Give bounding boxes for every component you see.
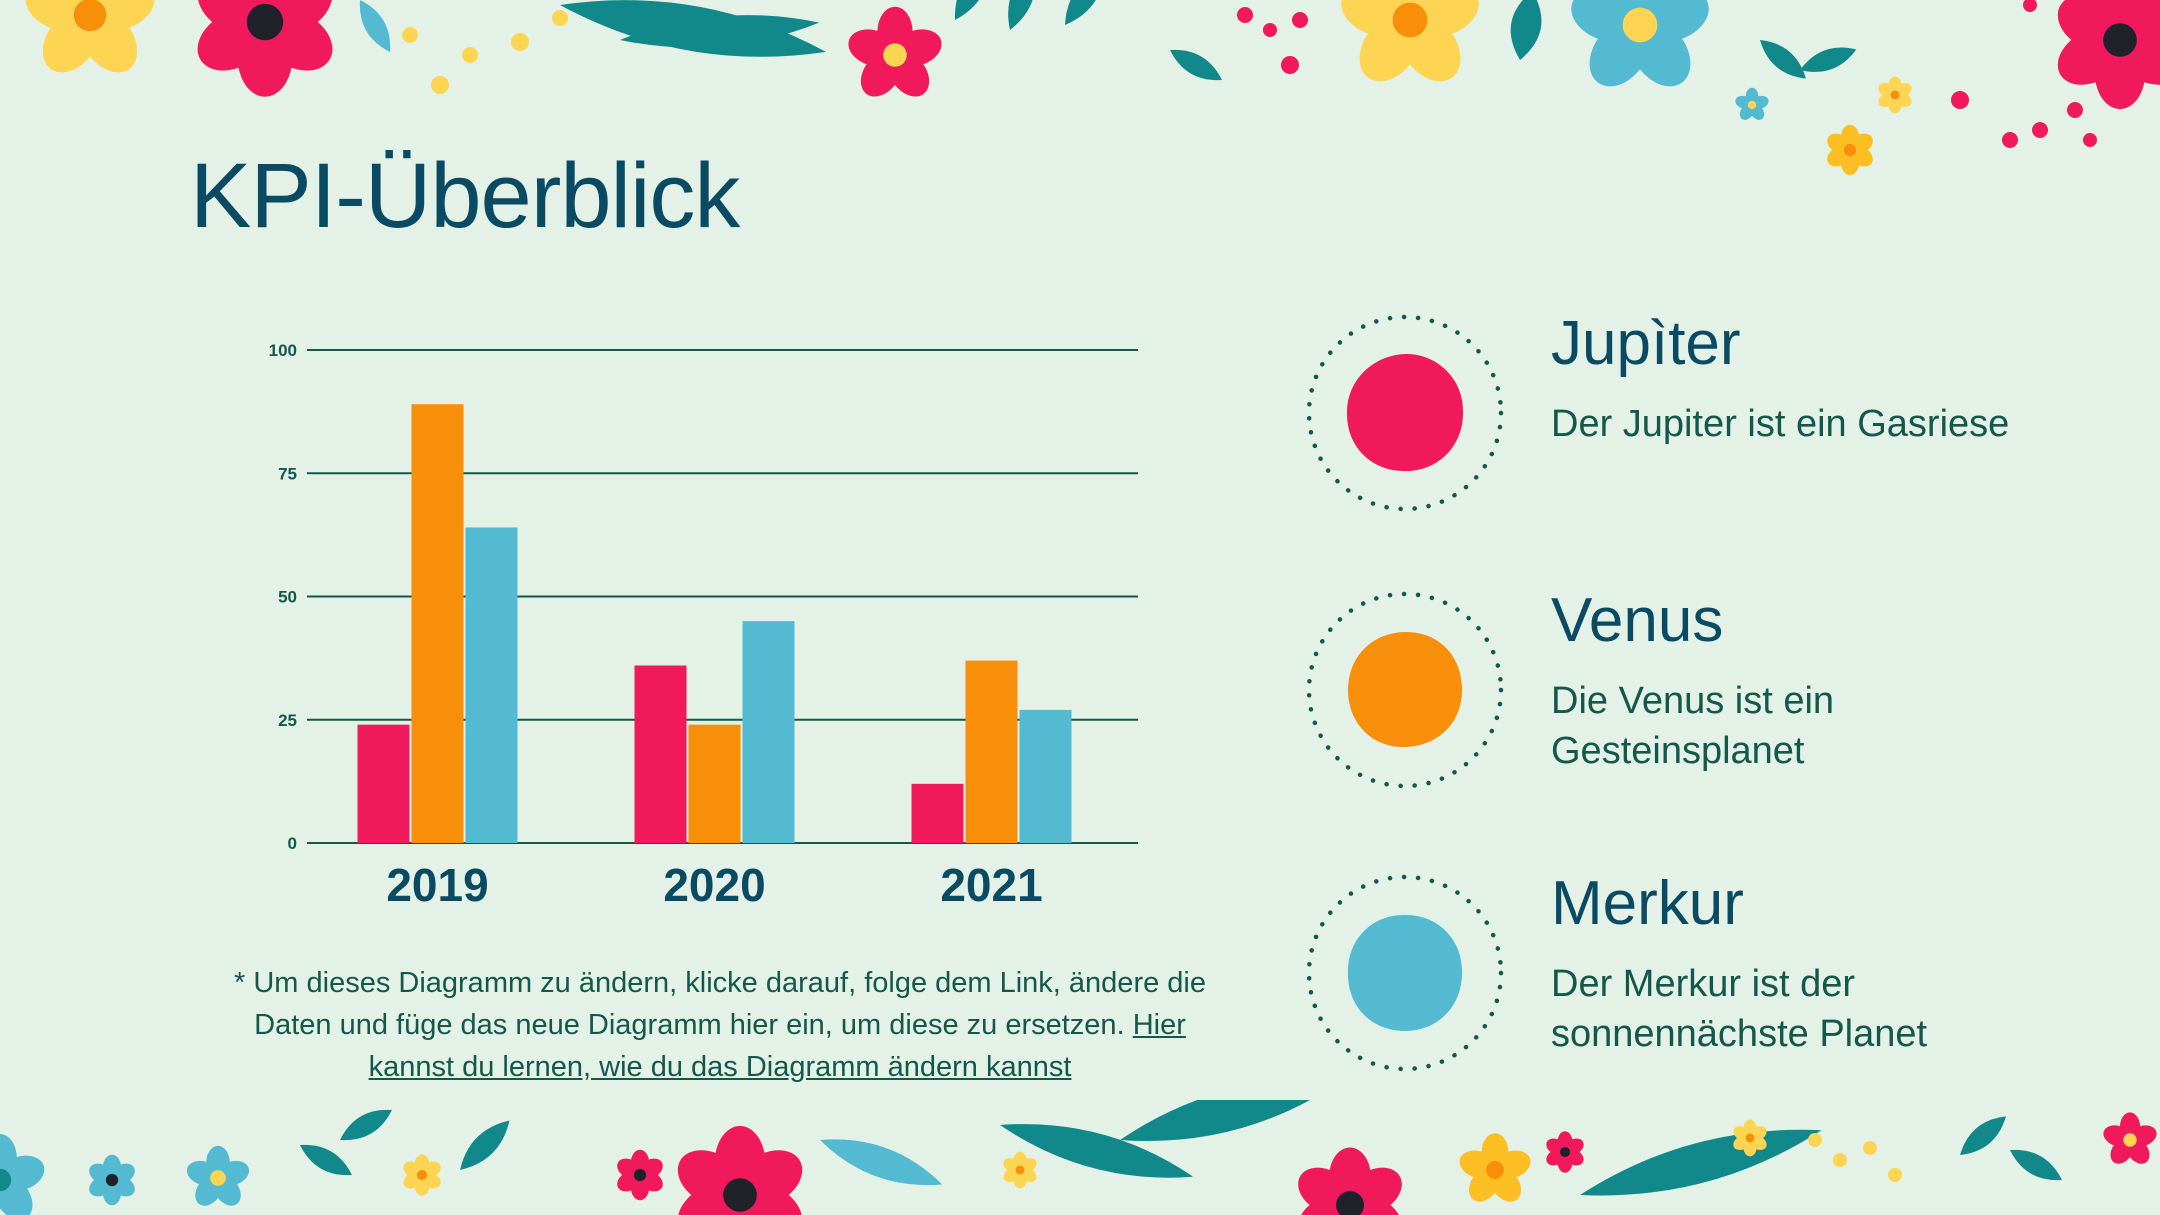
- x-category-label: 2021: [940, 859, 1042, 911]
- y-tick-label: 75: [278, 464, 297, 483]
- leaf-icon: [1760, 40, 1806, 79]
- berry-sprig-icon: [1808, 1133, 1902, 1182]
- flower-blue-small-icon: [1735, 87, 1769, 120]
- bar-2020-series-2: [688, 724, 741, 843]
- flower-yellow-small-icon: [1878, 76, 1912, 114]
- flower-yellow-small-icon: [1003, 1151, 1037, 1189]
- y-tick-label: 25: [278, 711, 297, 730]
- leaf-icon: [359, 0, 391, 52]
- kpi-bar-chart[interactable]: 0 25 50 75 100 2019 2020 2021: [240, 320, 1160, 930]
- planet-description-venus: Die Venus ist ein Gesteinsplanet: [1551, 680, 1835, 772]
- bar-2021-series-3: [1019, 709, 1072, 843]
- leaf-icon: [340, 1109, 392, 1141]
- chart-help-link[interactable]: Hier kannst du lernen, wie du das Diagra…: [368, 1009, 1186, 1083]
- leaf-icon: [1008, 0, 1036, 30]
- bar-2021-series-1: [911, 783, 964, 843]
- planet-name-merkur: Merkur: [1551, 869, 1744, 938]
- leaf-icon: [460, 1120, 510, 1170]
- chart-note: * Um dieses Diagramm zu ändern, klicke d…: [220, 962, 1220, 1088]
- bar-2021-series-2: [965, 660, 1018, 843]
- leaf-icon: [2010, 1149, 2062, 1181]
- leaf-icon: [1170, 49, 1222, 81]
- flower-blue-small-icon: [186, 1145, 250, 1206]
- flower-blue-icon: [0, 1134, 45, 1215]
- flower-pink-icon: [1298, 1147, 1402, 1215]
- planet-card-merkur: Merkur Der Merkur ist der sonnennächste …: [1305, 873, 2105, 1083]
- leaf-icon: [1960, 1116, 2006, 1155]
- leaf-icon: [1580, 1129, 1822, 1196]
- leaf-icon: [1065, 0, 1106, 25]
- berry-sprig-icon: [1237, 7, 1308, 74]
- flower-yellow-icon: [1341, 0, 1479, 82]
- leaf-icon: [1000, 1124, 1194, 1178]
- flower-pink-small-icon: [1546, 1131, 1584, 1173]
- planet-card-jupiter: Jupìter Der Jupiter ist ein Gasriese: [1305, 313, 2105, 523]
- flower-orange-icon: [1459, 1133, 1531, 1202]
- floral-border-bottom: [0, 1100, 2157, 1215]
- y-tick-label: 100: [269, 341, 297, 360]
- y-tick-label: 50: [278, 588, 297, 607]
- leaf-icon: [1120, 1100, 1343, 1142]
- flower-pink-small-icon: [848, 6, 942, 97]
- flower-pink-small-icon: [617, 1149, 663, 1201]
- leaf-icon: [954, 0, 991, 20]
- leaf-icon: [1510, 0, 1542, 60]
- planet-dot-merkur-icon: [1306, 874, 1504, 1072]
- bar-2019-series-2: [411, 404, 464, 843]
- flower-pink-icon: [197, 0, 333, 97]
- berry-sprig-icon: [402, 10, 568, 94]
- flower-yellow-small-icon: [1733, 1119, 1767, 1157]
- bar-2019-series-3: [465, 527, 518, 843]
- flower-pink-small-icon: [2103, 1112, 2157, 1164]
- slide-title: KPI-Überblick: [190, 145, 740, 247]
- bar-2019-series-1: [357, 724, 410, 843]
- x-category-label: 2020: [663, 859, 765, 911]
- leaf-icon: [820, 1139, 943, 1186]
- leaf-icon: [1800, 47, 1857, 72]
- planet-dot-venus-icon: [1306, 591, 1504, 789]
- planet-card-venus: Venus Die Venus ist ein Gesteinsplanet: [1305, 590, 2105, 800]
- flower-blue-small-icon: [89, 1154, 135, 1206]
- chart-note-text: * Um dieses Diagramm zu ändern, klicke d…: [234, 967, 1206, 1041]
- bar-2020-series-3: [742, 621, 795, 843]
- planet-dot-jupiter-icon: [1306, 314, 1504, 512]
- flower-orange-small-icon: [1827, 124, 1873, 176]
- planet-description-merkur: Der Merkur ist der sonnennächste Planet: [1551, 963, 1928, 1055]
- leaf-icon: [620, 15, 820, 48]
- flower-yellow-small-icon: [403, 1154, 441, 1196]
- berry-sprig-icon: [1951, 0, 2097, 148]
- x-category-label: 2019: [386, 859, 488, 911]
- flower-pink-icon: [677, 1126, 803, 1215]
- planet-name-jupiter: Jupìter: [1551, 309, 1741, 378]
- flower-yellow-icon: [25, 0, 155, 73]
- bar-2020-series-1: [634, 665, 687, 843]
- flower-pink-icon: [2057, 0, 2160, 109]
- planet-name-venus: Venus: [1551, 586, 1724, 655]
- floral-border-top: [25, 0, 2160, 176]
- y-tick-label: 0: [288, 834, 297, 853]
- leaf-icon: [300, 1144, 352, 1176]
- planet-description-jupiter: Der Jupiter ist ein Gasriese: [1551, 403, 2010, 445]
- flower-blue-icon: [1571, 0, 1709, 87]
